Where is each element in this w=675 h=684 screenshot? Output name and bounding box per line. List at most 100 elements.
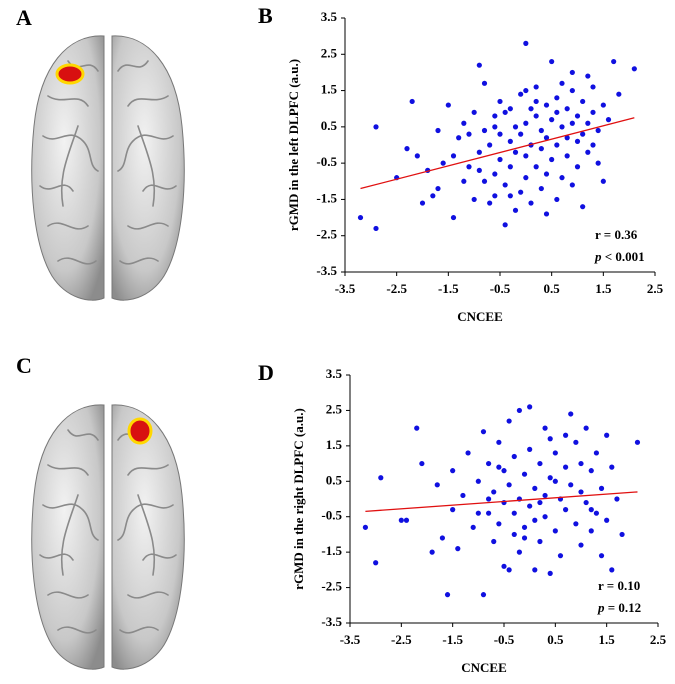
point	[409, 98, 415, 105]
point	[521, 471, 528, 477]
point	[569, 120, 575, 126]
point	[492, 124, 498, 130]
point	[511, 510, 517, 516]
point	[604, 517, 610, 523]
point	[563, 464, 569, 470]
point	[590, 84, 596, 90]
y-tick-label: -0.5	[316, 154, 337, 169]
point	[569, 87, 575, 94]
point	[518, 91, 524, 97]
point	[523, 153, 529, 159]
point	[532, 567, 538, 573]
point	[398, 517, 404, 523]
point	[512, 207, 519, 213]
point	[507, 138, 513, 144]
point	[523, 87, 529, 94]
point	[523, 120, 529, 126]
point	[547, 570, 553, 577]
point	[476, 62, 482, 68]
point	[429, 549, 435, 555]
point	[481, 80, 488, 86]
panel-label: A	[16, 5, 32, 30]
point	[543, 211, 550, 217]
x-tick-label: 0.5	[544, 281, 561, 296]
point	[595, 127, 601, 134]
point	[634, 439, 641, 445]
point	[537, 499, 543, 506]
point	[512, 124, 519, 130]
point	[552, 450, 558, 456]
point	[547, 475, 553, 481]
point	[568, 482, 574, 488]
point	[496, 464, 502, 470]
point	[580, 98, 586, 105]
point	[521, 535, 528, 541]
y-tick-label: 2.5	[326, 401, 343, 416]
point	[532, 485, 538, 491]
y-tick-label: -3.5	[316, 263, 337, 278]
x-tick-label: -2.5	[386, 281, 407, 296]
x-tick-label: 0.5	[547, 632, 564, 647]
point	[528, 106, 534, 112]
point	[450, 507, 456, 513]
point	[605, 117, 612, 123]
point	[611, 58, 617, 65]
point	[466, 131, 472, 137]
annotation: p = 0.12	[597, 600, 641, 615]
point	[440, 160, 446, 166]
point	[583, 499, 589, 506]
point	[492, 193, 498, 199]
fit-line	[360, 117, 635, 190]
point	[600, 178, 606, 184]
brain-a	[30, 35, 186, 301]
y-tick-label: -1.5	[321, 543, 342, 558]
point	[554, 142, 560, 148]
point	[373, 124, 379, 130]
point	[585, 73, 591, 79]
point	[543, 171, 550, 177]
point	[491, 538, 497, 545]
point	[481, 127, 488, 134]
point	[460, 492, 466, 499]
point	[554, 109, 560, 115]
point	[590, 109, 596, 115]
point	[450, 468, 456, 474]
point	[419, 460, 425, 467]
point	[491, 489, 497, 495]
point	[496, 521, 502, 527]
point	[450, 214, 457, 221]
point	[552, 478, 558, 484]
y-tick-label: -1.5	[316, 190, 337, 205]
point	[373, 560, 379, 566]
point	[456, 135, 462, 141]
point	[609, 567, 615, 573]
point	[486, 496, 492, 502]
y-tick-label: 0.5	[321, 118, 338, 133]
point	[450, 153, 457, 159]
point	[480, 429, 487, 435]
point	[516, 549, 523, 555]
point	[588, 507, 594, 513]
point	[578, 542, 584, 548]
panel-label: B	[258, 3, 273, 28]
point	[518, 131, 524, 137]
annotation: r = 0.10	[598, 578, 640, 593]
y-tick-label: -2.5	[321, 579, 342, 594]
point	[600, 102, 606, 108]
point	[538, 185, 544, 192]
point	[557, 553, 564, 559]
point	[497, 156, 503, 163]
point	[598, 485, 605, 491]
x-axis-label: CNCEE	[457, 309, 503, 324]
point	[549, 156, 555, 163]
point	[378, 475, 384, 481]
point	[471, 109, 477, 115]
point	[357, 214, 364, 221]
point	[476, 149, 482, 155]
point	[470, 524, 476, 530]
point	[578, 489, 584, 495]
point	[552, 528, 558, 534]
point	[564, 153, 570, 159]
point	[512, 149, 519, 155]
point	[559, 80, 565, 86]
